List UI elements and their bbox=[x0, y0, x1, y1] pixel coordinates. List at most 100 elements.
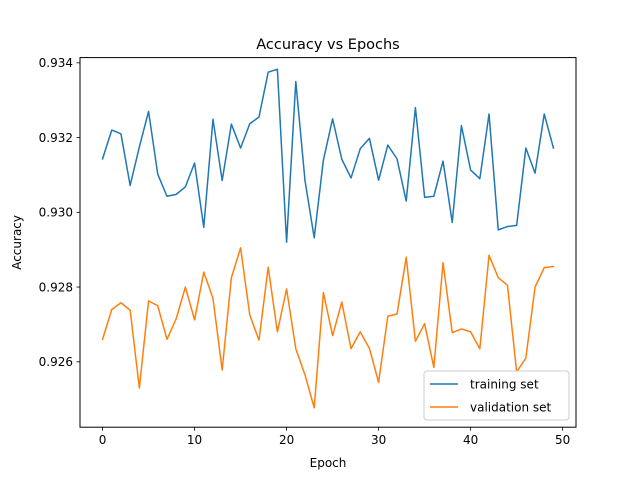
data-point-validation-set-10 bbox=[192, 317, 197, 322]
x-tick-label-10: 10 bbox=[187, 433, 202, 447]
data-point-validation-set-31 bbox=[385, 314, 390, 319]
data-point-training-set-27 bbox=[349, 175, 354, 180]
data-point-validation-set-9 bbox=[183, 285, 188, 290]
series-line-validation-set bbox=[101, 247, 555, 409]
x-tick-label-50: 50 bbox=[555, 433, 570, 447]
data-point-validation-set-38 bbox=[450, 330, 455, 335]
data-point-training-set-33 bbox=[404, 199, 409, 204]
data-point-validation-set-24 bbox=[321, 290, 326, 295]
data-point-training-set-21 bbox=[293, 79, 298, 84]
series-line-training-set bbox=[101, 68, 555, 243]
data-point-validation-set-17 bbox=[256, 338, 261, 343]
legend-label-validation-set: validation set bbox=[470, 401, 552, 415]
data-point-validation-set-26 bbox=[339, 300, 344, 305]
data-point-validation-set-29 bbox=[367, 346, 372, 351]
data-point-training-set-36 bbox=[431, 194, 436, 199]
data-point-validation-set-21 bbox=[293, 346, 298, 351]
data-point-validation-set-4 bbox=[137, 385, 142, 390]
data-point-training-set-26 bbox=[339, 157, 344, 162]
data-point-validation-set-14 bbox=[229, 275, 234, 280]
data-point-training-set-7 bbox=[164, 194, 169, 199]
data-point-training-set-16 bbox=[247, 121, 252, 126]
data-point-validation-set-6 bbox=[155, 303, 160, 308]
y-tick-label-2: 0.930 bbox=[39, 206, 73, 220]
data-point-training-set-29 bbox=[367, 136, 372, 141]
legend-label-training-set: training set bbox=[470, 378, 539, 392]
data-point-training-set-6 bbox=[155, 172, 160, 177]
data-point-validation-set-18 bbox=[266, 265, 271, 270]
data-point-validation-set-2 bbox=[118, 300, 123, 305]
data-point-training-set-32 bbox=[395, 156, 400, 161]
data-point-validation-set-34 bbox=[413, 339, 418, 344]
data-point-training-set-37 bbox=[441, 159, 446, 164]
data-point-training-set-8 bbox=[174, 192, 179, 197]
data-point-validation-set-40 bbox=[468, 329, 473, 334]
data-point-training-set-31 bbox=[385, 143, 390, 148]
data-point-validation-set-7 bbox=[164, 337, 169, 342]
data-point-validation-set-44 bbox=[505, 283, 510, 288]
data-point-training-set-1 bbox=[109, 128, 114, 133]
data-point-validation-set-1 bbox=[109, 307, 114, 312]
data-point-training-set-2 bbox=[118, 131, 123, 136]
x-axis-label: Epoch bbox=[310, 456, 347, 470]
data-point-training-set-49 bbox=[551, 146, 556, 151]
legend: training set validation set bbox=[423, 370, 570, 421]
data-point-validation-set-46 bbox=[523, 356, 528, 361]
data-point-validation-set-11 bbox=[201, 270, 206, 275]
data-point-validation-set-41 bbox=[477, 346, 482, 351]
data-point-validation-set-33 bbox=[404, 255, 409, 260]
data-point-training-set-44 bbox=[505, 224, 510, 229]
data-point-training-set-15 bbox=[238, 146, 243, 151]
data-point-training-set-9 bbox=[183, 184, 188, 189]
data-point-validation-set-22 bbox=[302, 372, 307, 377]
legend-box bbox=[423, 370, 570, 421]
data-point-training-set-34 bbox=[413, 105, 418, 110]
data-point-training-set-3 bbox=[128, 183, 133, 188]
data-point-training-set-39 bbox=[459, 123, 464, 128]
x-ticks: 0 10 20 30 40 50 bbox=[99, 427, 570, 447]
data-point-validation-set-35 bbox=[422, 321, 427, 326]
data-point-training-set-40 bbox=[468, 168, 473, 173]
data-point-validation-set-0 bbox=[100, 337, 105, 342]
data-point-training-set-48 bbox=[542, 112, 547, 117]
data-point-validation-set-43 bbox=[496, 275, 501, 280]
data-point-validation-set-19 bbox=[275, 329, 280, 334]
x-tick-label-20: 20 bbox=[279, 433, 294, 447]
data-point-validation-set-13 bbox=[220, 368, 225, 373]
data-point-training-set-23 bbox=[312, 235, 317, 240]
data-point-training-set-18 bbox=[266, 70, 271, 75]
x-tick-label-40: 40 bbox=[463, 433, 478, 447]
data-point-validation-set-48 bbox=[542, 265, 547, 270]
data-point-validation-set-12 bbox=[210, 296, 215, 301]
axes-frame bbox=[79, 57, 577, 428]
data-point-training-set-10 bbox=[192, 160, 197, 165]
plot-area bbox=[100, 67, 556, 410]
data-point-validation-set-42 bbox=[487, 253, 492, 258]
data-point-training-set-13 bbox=[220, 178, 225, 183]
data-point-validation-set-39 bbox=[459, 326, 464, 331]
data-point-training-set-28 bbox=[358, 146, 363, 151]
data-point-validation-set-36 bbox=[431, 365, 436, 370]
data-point-training-set-41 bbox=[477, 176, 482, 181]
data-point-validation-set-5 bbox=[146, 298, 151, 303]
data-point-validation-set-20 bbox=[284, 286, 289, 291]
data-point-validation-set-27 bbox=[349, 346, 354, 351]
data-point-training-set-22 bbox=[302, 178, 307, 183]
data-point-training-set-42 bbox=[487, 112, 492, 117]
data-point-training-set-35 bbox=[422, 195, 427, 200]
x-tick-label-30: 30 bbox=[371, 433, 386, 447]
data-point-training-set-5 bbox=[146, 109, 151, 114]
data-point-training-set-38 bbox=[450, 220, 455, 225]
data-point-training-set-45 bbox=[514, 223, 519, 228]
data-point-training-set-43 bbox=[496, 227, 501, 232]
data-point-validation-set-47 bbox=[533, 285, 538, 290]
data-point-validation-set-23 bbox=[312, 405, 317, 410]
data-point-validation-set-49 bbox=[551, 264, 556, 269]
data-point-validation-set-3 bbox=[128, 308, 133, 313]
data-point-training-set-20 bbox=[284, 240, 289, 245]
data-point-training-set-19 bbox=[275, 67, 280, 72]
chart-title: Accuracy vs Epochs bbox=[256, 37, 400, 53]
y-tick-label-0: 0.926 bbox=[39, 355, 73, 369]
